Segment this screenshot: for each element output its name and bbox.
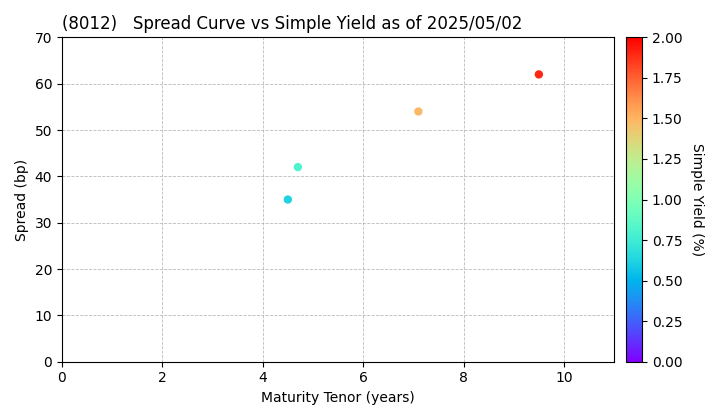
Text: (8012)   Spread Curve vs Simple Yield as of 2025/05/02: (8012) Spread Curve vs Simple Yield as o…: [62, 15, 522, 33]
Y-axis label: Spread (bp): Spread (bp): [15, 158, 29, 241]
Point: [282, 196, 294, 203]
Point: [292, 164, 304, 171]
X-axis label: Maturity Tenor (years): Maturity Tenor (years): [261, 391, 415, 405]
Y-axis label: Simple Yield (%): Simple Yield (%): [690, 143, 703, 256]
Point: [533, 71, 544, 78]
Point: [413, 108, 424, 115]
